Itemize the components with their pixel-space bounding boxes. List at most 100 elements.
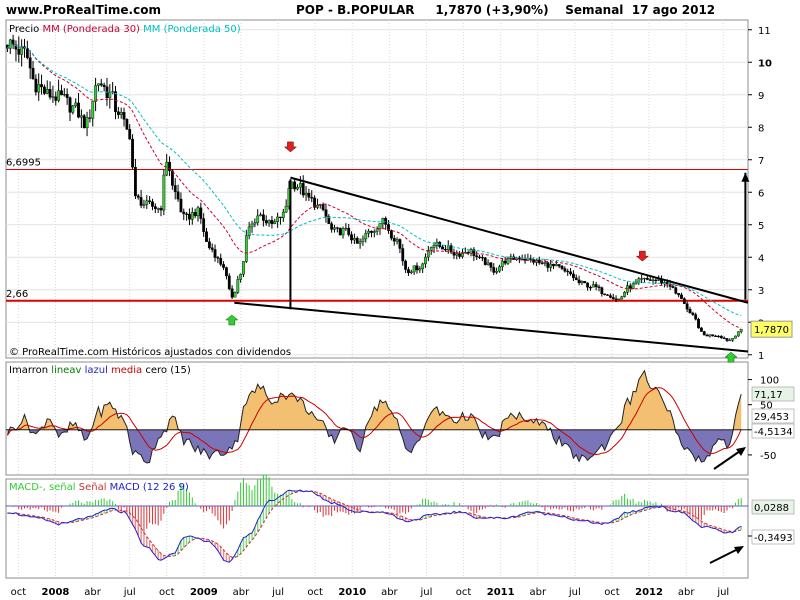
chart-header: www.ProRealTime.com POP - B.POPULAR 1,78… [0,0,800,20]
candle-body [404,260,407,270]
candle-body [153,206,157,209]
x-tick-label: jul [271,587,284,598]
candle-body [48,89,52,98]
candle-body [116,111,120,115]
candle-body [284,205,288,213]
y-tick-label: 10 [758,58,772,69]
candle-body [640,278,644,280]
osc-value-box [751,408,795,424]
legend-entry: MM (Ponderada 50) [140,24,241,35]
candle-body [586,282,590,288]
y-tick-label: 7 [758,156,764,167]
candle-body [355,237,359,244]
candle-body [495,270,499,273]
candle-body [566,270,570,273]
candle-body [614,298,618,300]
legend-entry: Señal [76,482,107,493]
osc-trend-arrowhead [736,447,746,456]
candle-body [517,257,521,260]
candle-body [165,161,169,176]
candle-body [600,287,604,295]
osc-legend: Imarron lineav lazul media cero (15) [9,365,191,376]
candle-body [591,284,595,288]
legend-entry: (15) [167,365,191,376]
candle-body [415,265,419,271]
candle-body [628,285,632,289]
candle-body [554,264,558,267]
candle-body [458,253,462,257]
candle-body [444,249,447,251]
candle-body [532,259,535,263]
candle-body [225,267,228,277]
candle-body [57,90,61,101]
macd-value-label: -0,3493 [754,533,793,544]
macd-line [7,489,742,563]
candle-body [412,265,416,273]
candle-body [597,286,601,288]
candle-body [498,266,501,272]
candle-body [136,195,140,198]
candle-body [475,255,479,258]
candle-body [259,214,262,217]
candle-body [188,213,191,220]
candle-body [108,92,112,99]
candle-body [418,268,422,271]
candle-body [335,227,339,229]
candle-body [395,239,399,242]
candle-body [321,204,325,210]
candle-body [145,200,149,205]
candle-body [691,312,695,315]
candle-body [353,237,356,241]
candle-body [77,102,80,118]
macd-value-box [751,529,795,545]
legend-entry: MACD-, señal [9,482,76,493]
candle-body [685,303,689,310]
candle-body [500,260,504,267]
candle-body [728,339,732,342]
candle-body [392,237,396,242]
x-tick-label: 2011 [487,587,515,598]
macd-panel-frame [5,478,749,579]
candle-body [151,201,154,207]
candle-body [387,224,390,231]
last-price-label: 1,7870 [754,325,789,336]
candle-body [432,245,436,248]
candle-body [250,223,254,228]
candle-body [657,279,661,281]
candle-body [193,212,197,217]
candle-body [179,198,183,213]
candle-body [31,67,35,80]
candle-body [222,264,225,268]
candle-body [645,277,649,280]
candle-body [119,112,123,115]
candle-body [37,84,41,93]
candle-body [94,85,97,102]
candle-body [699,327,703,332]
legend-entry: media [108,365,142,376]
candle-body [719,335,723,339]
candle-body [304,192,308,196]
candle-body [65,94,69,98]
candle-body [273,221,277,224]
candle-body [159,208,163,211]
candle-body [82,115,86,129]
candle-body [654,279,658,281]
candle-body [461,252,464,257]
candle-body [421,263,425,269]
candle-body [42,86,46,94]
candle-body [207,241,211,249]
candle-body [643,277,646,280]
candle-body [506,257,510,264]
gridlines [17,20,724,578]
candle-body [540,262,544,264]
candle-body [242,261,245,275]
candle-body [216,257,220,259]
x-tick-label: jul [716,587,729,598]
candle-body [694,314,698,320]
site-name[interactable]: www.ProRealTime.com [6,3,161,17]
candle-body [378,223,382,230]
candle-body [227,275,231,289]
x-tick-label: oct [159,587,175,598]
osc-value-box [751,386,795,402]
ma-30-line [6,43,742,329]
